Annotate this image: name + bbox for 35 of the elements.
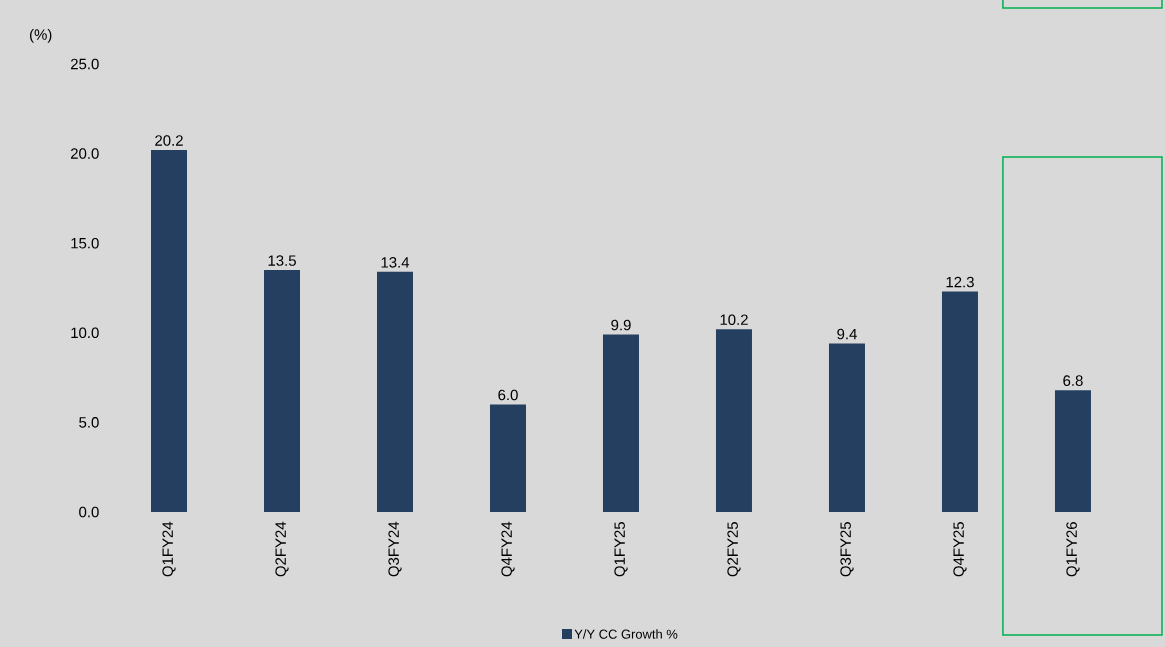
data-label: 6.0: [498, 389, 518, 401]
y-tick-label: 0.0: [79, 506, 99, 518]
x-tick-label: Q2FY24: [275, 521, 289, 577]
x-tick-label: Q4FY24: [501, 521, 515, 577]
data-label: 13.4: [381, 257, 410, 268]
legend-label: Y/Y CC Growth %: [574, 629, 678, 639]
bar: [828, 343, 865, 512]
x-tick-label: Q2FY25: [727, 522, 741, 577]
bar: [602, 334, 639, 512]
data-label: 13.5: [268, 255, 296, 266]
bar: [489, 404, 526, 512]
bar: [264, 270, 300, 512]
x-tick-label: Q1FY25: [614, 522, 628, 577]
y-tick-label: 15.0: [71, 237, 99, 249]
x-tick-label: Q3FY24: [388, 521, 402, 577]
bar: [377, 271, 413, 512]
y-tick-label: 20.0: [70, 148, 99, 159]
y-tick-label: 10.0: [71, 327, 99, 339]
y-tick-label: 5.0: [79, 417, 99, 428]
data-label: 12.3: [946, 276, 974, 288]
x-tick-label: Q4FY25: [953, 522, 967, 577]
y-axis-title: (%): [30, 28, 52, 43]
bar: [941, 291, 978, 512]
data-label: 20.2: [155, 135, 183, 146]
data-label: 9.9: [611, 319, 631, 331]
bar: [151, 150, 188, 512]
data-label: 9.4: [837, 328, 857, 340]
x-tick-label: Q3FY25: [840, 522, 854, 577]
data-label: 6.8: [1063, 375, 1083, 386]
x-tick-label: Q1FY24: [162, 521, 176, 577]
y-tick-label: 25.0: [70, 58, 99, 70]
data-label: 10.2: [720, 314, 748, 325]
bar: [1054, 390, 1091, 512]
bar: [715, 329, 752, 512]
x-tick-label: Q1FY26: [1066, 522, 1080, 577]
